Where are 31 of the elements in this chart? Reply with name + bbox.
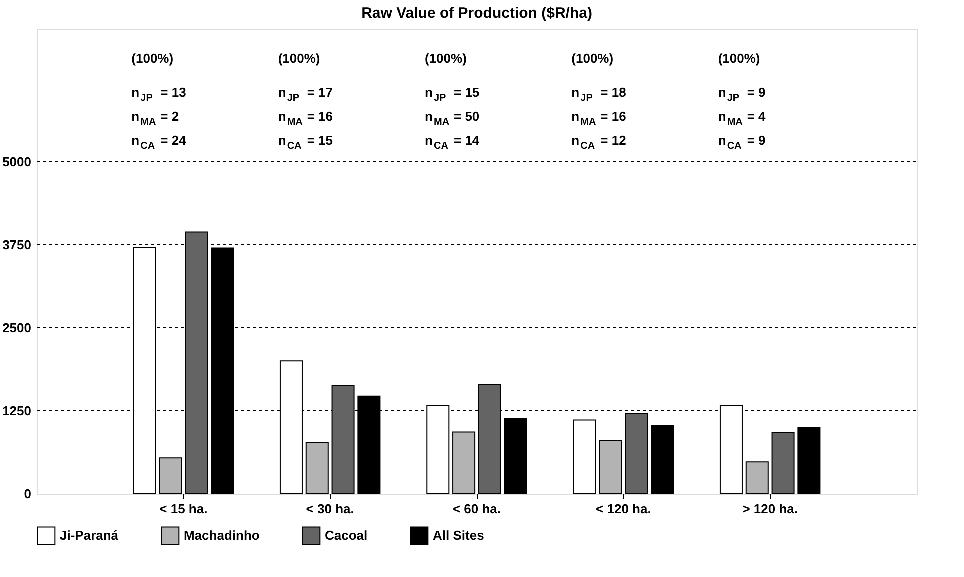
x-tick-label: < 15 ha. (160, 502, 208, 516)
y-tick-label: 0 (24, 486, 32, 502)
annotation: (100%) (572, 51, 614, 66)
legend-label: Machadinho (184, 528, 260, 543)
annotation: (100%) (132, 51, 174, 66)
bar (159, 458, 182, 494)
annotation: (100%) (718, 51, 760, 66)
legend-label: All Sites (433, 528, 484, 543)
x-tick-label: < 120 ha. (596, 502, 652, 516)
bar (798, 427, 821, 494)
bar (720, 405, 743, 494)
bar (651, 425, 674, 494)
x-tick-label: > 120 ha. (742, 502, 798, 516)
bar (306, 442, 329, 494)
x-tick-label: < 60 ha. (452, 502, 502, 516)
y-tick-label: 5000 (2, 154, 32, 170)
annotation: (100%) (278, 51, 320, 66)
y-tick-label: 3750 (2, 237, 32, 252)
chart-title: Raw Value of Production ($R/ha) (362, 5, 592, 22)
bar (573, 420, 596, 494)
bar (772, 432, 795, 494)
y-tick-label: 2500 (2, 320, 32, 336)
x-tick-label: < 30 ha. (306, 502, 354, 516)
legend-label: Ji-Paraná (60, 528, 120, 543)
bar (452, 432, 476, 494)
legend-label: Cacoal (325, 528, 368, 543)
y-tick-label: 1250 (2, 403, 32, 418)
bar (599, 440, 622, 494)
bar (504, 418, 528, 494)
bar (746, 462, 769, 494)
annotation: (100%) (425, 51, 467, 66)
